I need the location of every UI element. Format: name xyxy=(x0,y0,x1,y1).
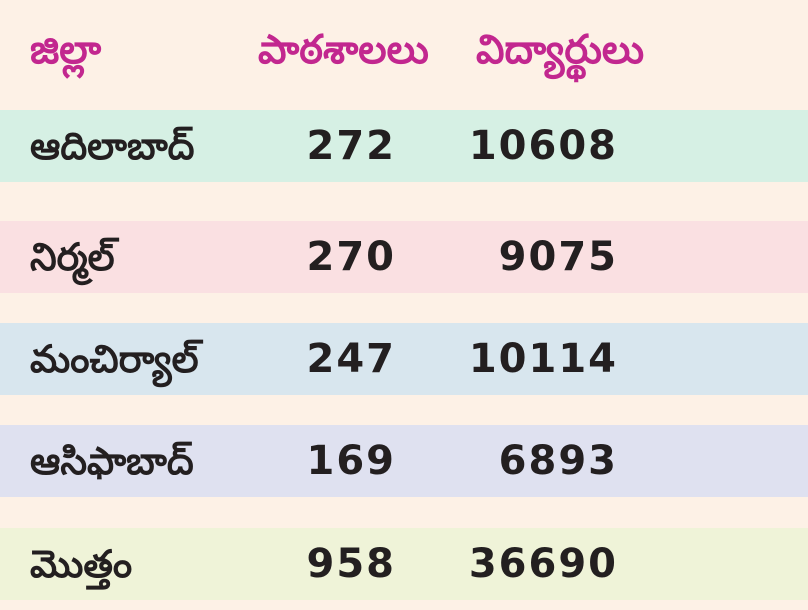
table-row: మంచిర్యాల్ 247 10114 xyxy=(0,323,808,395)
schools-count: 272 xyxy=(306,123,396,169)
schools-count: 247 xyxy=(306,336,396,382)
total-schools: 958 xyxy=(306,541,396,587)
students-count: 10608 xyxy=(468,123,618,169)
students-count: 6893 xyxy=(498,438,618,484)
header-district: జిల్లా xyxy=(30,27,102,73)
table-row: నిర్మల్ 270 9075 xyxy=(0,221,808,293)
table-header: జిల్లా పాఠశాలలు విద్యార్థులు xyxy=(0,0,808,100)
total-row: మొత్తం 958 36690 xyxy=(0,528,808,600)
schools-count: 270 xyxy=(306,234,396,280)
district-name: ఆసిఫాబాద్ xyxy=(30,439,194,483)
district-name: మంచిర్యాల్ xyxy=(30,337,199,381)
header-students: విద్యార్థులు xyxy=(476,27,645,73)
students-count: 10114 xyxy=(468,336,618,382)
district-name: ఆదిలాబాద్ xyxy=(30,124,195,168)
students-count: 9075 xyxy=(498,234,618,280)
total-students: 36690 xyxy=(468,541,618,587)
table-row: ఆదిలాబాద్ 272 10608 xyxy=(0,110,808,182)
total-label: మొత్తం xyxy=(30,542,133,586)
header-schools: పాఠశాలలు xyxy=(258,27,429,73)
schools-count: 169 xyxy=(306,438,396,484)
table-row: ఆసిఫాబాద్ 169 6893 xyxy=(0,425,808,497)
district-name: నిర్మల్ xyxy=(30,235,115,279)
